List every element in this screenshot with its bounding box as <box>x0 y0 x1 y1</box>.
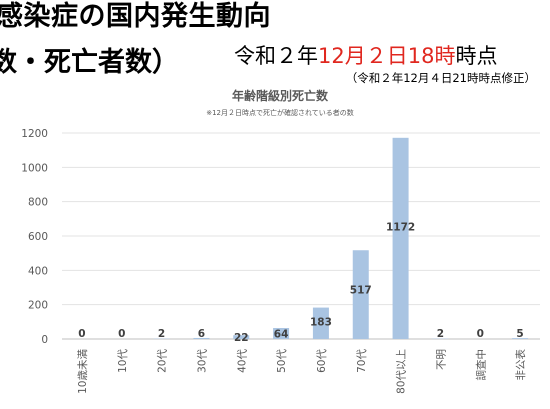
timestamp-highlight: 12月２日18時 <box>318 44 456 68</box>
bar <box>233 335 250 339</box>
bar <box>352 250 369 339</box>
bar <box>392 137 409 339</box>
y-tick-label: 600 <box>28 231 48 243</box>
timestamp: 令和２年12月２日18時時点 <box>234 40 497 70</box>
data-label: 5 <box>516 328 523 340</box>
x-tick-label: 40代 <box>236 349 248 373</box>
x-tick-label: 50代 <box>276 349 288 373</box>
x-tick-label: 調査中 <box>474 349 487 381</box>
x-tick-label: 10歳未満 <box>77 349 89 394</box>
data-label: 1172 <box>386 221 415 233</box>
x-tick-label: 10代 <box>117 349 129 373</box>
bar <box>312 307 329 339</box>
x-axis: 10歳未満 10代 20代 30代 40代 50代 60代 70代 80代以上 不明 調査中 非公表 <box>77 349 527 394</box>
bar <box>273 328 290 339</box>
data-label: 517 <box>350 284 372 296</box>
data-label: 6 <box>198 328 205 340</box>
x-tick-label: 20代 <box>157 349 169 373</box>
y-tick-label: 200 <box>28 300 48 312</box>
y-axis: 0 200 400 600 800 1000 1200 <box>21 128 48 346</box>
x-tick-label: 80代以上 <box>396 349 408 394</box>
y-tick-label: 800 <box>28 197 48 209</box>
page-subtitle: 数・死亡者数） <box>0 47 179 78</box>
timestamp-prefix: 令和２年 <box>234 44 318 68</box>
y-tick-label: 0 <box>41 334 48 346</box>
chart-subtitle: ※12月２日時点で死亡が確認されている者の数 <box>206 108 354 117</box>
x-tick-label: 70代 <box>356 349 368 373</box>
data-label: 2 <box>437 328 444 340</box>
x-tick-label: 不明 <box>435 349 447 370</box>
x-tick-label: 60代 <box>316 349 328 373</box>
data-label: 2 <box>158 328 165 340</box>
y-tick-label: 400 <box>28 265 48 277</box>
y-tick-label: 1000 <box>21 162 48 174</box>
x-tick-label: 非公表 <box>514 349 527 381</box>
bar <box>193 337 210 339</box>
data-label: 183 <box>310 316 332 328</box>
y-tick-label: 1200 <box>21 128 48 140</box>
data-label: 0 <box>477 328 484 340</box>
data-label: 64 <box>274 329 289 341</box>
revision-note: （令和２年12月４日21時時点修正） <box>345 71 536 85</box>
chart-title: 年齢階級別死亡数 <box>232 88 329 103</box>
chart-grid <box>62 132 540 340</box>
x-tick-label: 30代 <box>196 349 208 373</box>
timestamp-suffix: 時点 <box>455 44 498 68</box>
data-label: 22 <box>234 332 249 344</box>
page-title: 感染症の国内発生動向 <box>0 1 271 32</box>
data-label: 0 <box>78 328 85 340</box>
bar <box>512 338 529 339</box>
data-label: 0 <box>118 328 125 340</box>
bar-series: 0 0 2 6 22 64 183 517 1172 2 0 5 <box>78 137 529 344</box>
